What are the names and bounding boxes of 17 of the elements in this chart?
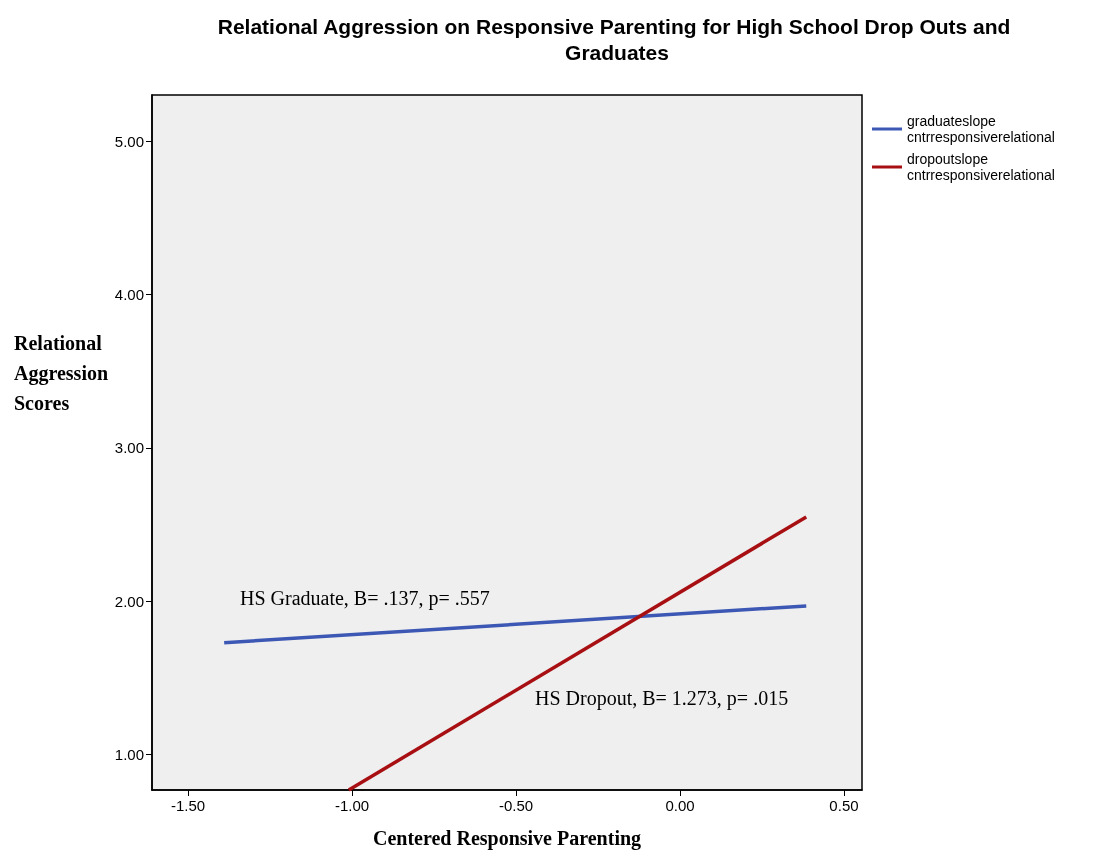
y-tick-label: 2.00 [114, 592, 144, 610]
y-tick-label: 3.00 [114, 439, 144, 457]
annotation: HS Dropout, B= 1.273, p= .015 [535, 687, 789, 710]
x-tick-label: -1.00 [334, 797, 370, 814]
x-tick-label: -1.50 [170, 797, 206, 814]
x-axis-title: Centered Responsive Parenting [372, 827, 642, 850]
y-tick-label: 4.00 [114, 285, 144, 303]
y-tick-label: 1.00 [114, 746, 144, 764]
annotation: HS Graduate, B= .137, p= .557 [240, 587, 490, 610]
x-tick-label: 0.00 [665, 797, 695, 814]
chart-title: Relational Aggression on Responsive Parenting for High School Drop Outs and Graduates [217, 14, 1017, 64]
legend-label: dropoutslope cntrresponsiverelational [907, 151, 1055, 183]
x-tick-label: 0.50 [829, 797, 859, 814]
y-axis-title: Relational Aggression Scores [14, 332, 114, 414]
x-tick-label: -0.50 [498, 797, 534, 814]
y-tick-label: 5.00 [114, 132, 144, 150]
legend-label: graduateslope cntrresponsiverelational [907, 113, 1055, 145]
